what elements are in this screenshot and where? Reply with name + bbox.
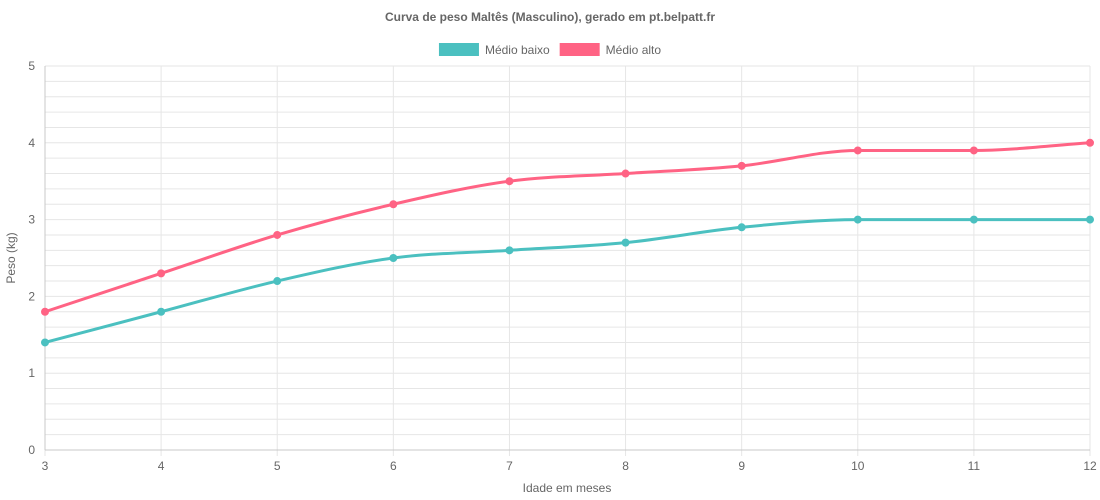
series-2-point[interactable] xyxy=(273,230,282,239)
series-1-point[interactable] xyxy=(505,246,514,255)
y-tick-label: 1 xyxy=(28,366,35,380)
series-2-point[interactable] xyxy=(389,200,398,209)
legend-label: Médio alto xyxy=(606,43,662,57)
series-2-point[interactable] xyxy=(157,269,166,278)
x-tick-label: 5 xyxy=(274,459,281,473)
series-2-group xyxy=(41,138,1094,316)
series-1-point[interactable] xyxy=(157,307,166,316)
y-tick-label: 0 xyxy=(28,443,35,457)
series-2-point[interactable] xyxy=(853,146,862,155)
series-2-line xyxy=(43,141,1092,314)
y-tick-label: 4 xyxy=(28,136,35,150)
axes xyxy=(44,66,1090,451)
x-tick-label: 4 xyxy=(158,459,165,473)
x-tick-label: 9 xyxy=(738,459,745,473)
series-2-point[interactable] xyxy=(1086,138,1094,147)
series-1-point[interactable] xyxy=(1086,215,1094,224)
series-1-point[interactable] xyxy=(969,215,978,224)
series-1-line xyxy=(43,218,1092,344)
x-axis-label: Idade em meses xyxy=(523,481,612,495)
x-tick-label: 7 xyxy=(506,459,513,473)
x-tick-label: 3 xyxy=(42,459,49,473)
series-2-point[interactable] xyxy=(621,169,630,178)
legend-item-1[interactable]: Médio baixo xyxy=(438,43,550,57)
x-tick-label: 8 xyxy=(622,459,629,473)
series-1-point[interactable] xyxy=(41,338,49,347)
series-2-point[interactable] xyxy=(505,177,514,186)
series-layer xyxy=(41,138,1094,347)
y-tick-label: 5 xyxy=(28,59,35,73)
x-tick-label: 11 xyxy=(968,459,981,473)
x-tick-label: 12 xyxy=(1083,459,1097,473)
legend-swatch xyxy=(438,43,479,56)
y-tick-label: 2 xyxy=(28,289,35,303)
legend-item-2[interactable]: Médio alto xyxy=(559,43,662,57)
series-1-point[interactable] xyxy=(853,215,862,224)
series-2-point[interactable] xyxy=(737,161,746,170)
legend: Médio baixo Médio alto xyxy=(438,43,662,57)
y-tick-label: 3 xyxy=(28,213,35,227)
series-1-point[interactable] xyxy=(737,223,746,232)
x-tick-label: 10 xyxy=(851,459,865,473)
chart-title: Curva de peso Maltês (Masculino), gerado… xyxy=(385,10,715,24)
series-2-point[interactable] xyxy=(969,146,978,155)
x-tick-label: 6 xyxy=(390,459,397,473)
series-1-point[interactable] xyxy=(389,254,398,262)
series-1-point[interactable] xyxy=(621,238,630,247)
series-2-point[interactable] xyxy=(41,307,49,316)
legend-swatch xyxy=(559,43,600,56)
y-axis-label: Peso (kg) xyxy=(4,232,18,283)
grid xyxy=(44,65,1091,456)
series-1-point[interactable] xyxy=(273,277,282,286)
series-1-group xyxy=(41,215,1094,347)
legend-label: Médio baixo xyxy=(485,43,550,57)
